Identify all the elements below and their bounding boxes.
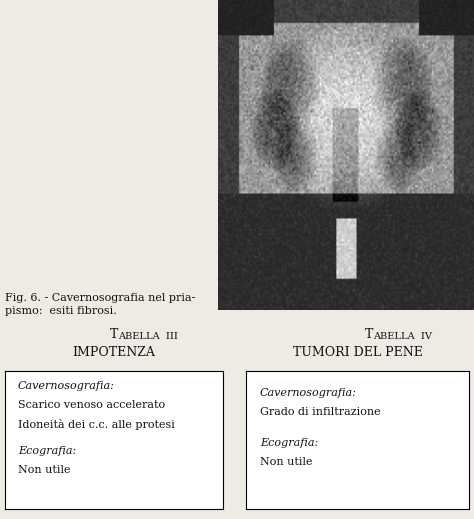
Text: T: T [110, 328, 118, 342]
Text: ABELLA  IV: ABELLA IV [374, 332, 432, 342]
Text: Cavernosografia:: Cavernosografia: [260, 388, 357, 398]
Text: TUMORI DEL PENE: TUMORI DEL PENE [293, 346, 423, 360]
Text: ABELLA  III: ABELLA III [118, 332, 178, 342]
Text: Idoneità dei c.c. alle protesi: Idoneità dei c.c. alle protesi [18, 419, 175, 430]
Text: Grado di infiltrazione: Grado di infiltrazione [260, 407, 381, 417]
Text: T: T [365, 328, 374, 342]
Text: Ecografia:: Ecografia: [260, 438, 318, 448]
Text: Cavernosografia:: Cavernosografia: [18, 381, 115, 391]
Text: Non utile: Non utile [18, 466, 70, 475]
Text: Fig. 6. - Cavernosografia nel pria-
pismo:  esiti fibrosi.: Fig. 6. - Cavernosografia nel pria- pism… [5, 293, 195, 317]
Text: Ecografia:: Ecografia: [18, 446, 76, 456]
Text: IMPOTENZA: IMPOTENZA [73, 346, 155, 360]
Text: Non utile: Non utile [260, 457, 312, 467]
Text: Scarico venoso accelerato: Scarico venoso accelerato [18, 400, 165, 410]
